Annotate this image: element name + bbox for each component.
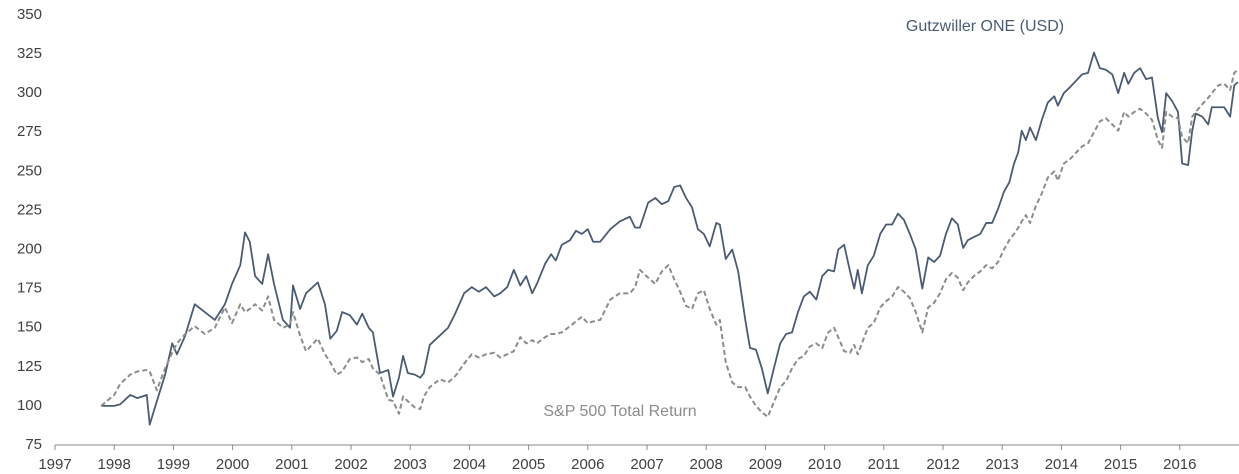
x-tick-label: 1998	[98, 456, 131, 473]
x-tick-label: 2000	[216, 456, 249, 473]
x-tick-label: 2004	[453, 456, 486, 473]
x-tick-label: 2007	[630, 456, 663, 473]
y-tick-label: 75	[25, 436, 42, 453]
y-tick-label: 225	[17, 201, 42, 218]
series-label: S&P 500 Total Return	[543, 403, 696, 420]
y-tick-label: 250	[17, 162, 42, 179]
x-tick-label: 2012	[926, 456, 959, 473]
x-tick-label: 2015	[1104, 456, 1137, 473]
y-tick-label: 175	[17, 280, 42, 297]
x-tick-label: 2008	[690, 456, 723, 473]
x-tick-label: 2003	[394, 456, 427, 473]
x-tick-label: 2010	[808, 456, 841, 473]
y-tick-label: 275	[17, 123, 42, 140]
x-tick-label: 2005	[512, 456, 545, 473]
x-tick-label: 2001	[275, 456, 308, 473]
series-line	[100, 68, 1239, 418]
y-tick-label: 125	[17, 358, 42, 375]
x-tick-label: 2014	[1045, 456, 1078, 473]
y-tick-label: 150	[17, 319, 42, 336]
x-tick-label: 2006	[571, 456, 604, 473]
x-tick-label: 2009	[749, 456, 782, 473]
y-tick-label: 325	[17, 45, 42, 62]
y-tick-label: 300	[17, 84, 42, 101]
y-tick-label: 100	[17, 397, 42, 414]
x-tick-label: 2013	[986, 456, 1019, 473]
x-tick-label: 2002	[334, 456, 367, 473]
x-tick-label: 1997	[38, 456, 71, 473]
series-line	[101, 51, 1239, 426]
y-tick-label: 200	[17, 241, 42, 258]
series-label: Gutzwiller ONE (USD)	[906, 18, 1064, 35]
x-tick-label: 1999	[157, 456, 190, 473]
x-tick-label: 2011	[868, 456, 900, 473]
y-tick-label: 350	[17, 6, 42, 23]
x-tick-label: 2016	[1163, 456, 1196, 473]
